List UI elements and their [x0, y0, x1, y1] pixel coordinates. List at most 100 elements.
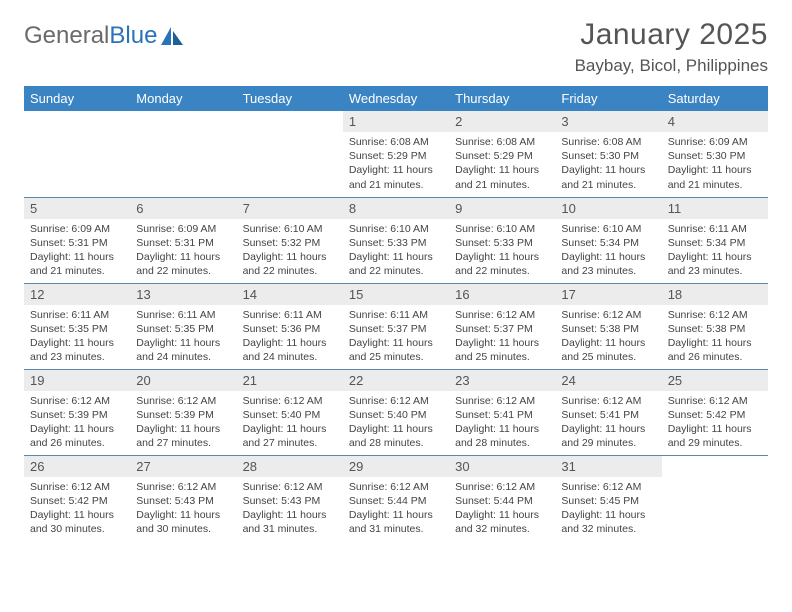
calendar-cell: 1Sunrise: 6:08 AMSunset: 5:29 PMDaylight… — [343, 111, 449, 197]
daylight-line: Daylight: 11 hours and 22 minutes. — [243, 250, 337, 278]
day-number: 24 — [555, 370, 661, 391]
sunset-line: Sunset: 5:39 PM — [30, 408, 124, 422]
day-header-row: SundayMondayTuesdayWednesdayThursdayFrid… — [24, 86, 768, 111]
calendar-week: 12Sunrise: 6:11 AMSunset: 5:35 PMDayligh… — [24, 283, 768, 369]
sunset-line: Sunset: 5:31 PM — [30, 236, 124, 250]
daylight-line: Daylight: 11 hours and 30 minutes. — [136, 508, 230, 536]
calendar-cell: 2Sunrise: 6:08 AMSunset: 5:29 PMDaylight… — [449, 111, 555, 197]
day-number: 1 — [343, 111, 449, 132]
day-number: 13 — [130, 284, 236, 305]
day-number: 3 — [555, 111, 661, 132]
calendar-cell: 21Sunrise: 6:12 AMSunset: 5:40 PMDayligh… — [237, 369, 343, 455]
calendar-week: 5Sunrise: 6:09 AMSunset: 5:31 PMDaylight… — [24, 197, 768, 283]
month-title: January 2025 — [575, 18, 768, 52]
sunrise-line: Sunrise: 6:11 AM — [30, 308, 124, 322]
calendar-week: 19Sunrise: 6:12 AMSunset: 5:39 PMDayligh… — [24, 369, 768, 455]
sunrise-line: Sunrise: 6:08 AM — [561, 135, 655, 149]
calendar-cell: 18Sunrise: 6:12 AMSunset: 5:38 PMDayligh… — [662, 283, 768, 369]
day-header: Sunday — [24, 86, 130, 111]
logo-text-blue: Blue — [109, 22, 157, 49]
calendar-cell: 22Sunrise: 6:12 AMSunset: 5:40 PMDayligh… — [343, 369, 449, 455]
day-number: 21 — [237, 370, 343, 391]
day-header: Tuesday — [237, 86, 343, 111]
sunrise-line: Sunrise: 6:12 AM — [561, 480, 655, 494]
calendar-cell: 31Sunrise: 6:12 AMSunset: 5:45 PMDayligh… — [555, 455, 661, 541]
sunset-line: Sunset: 5:30 PM — [668, 149, 762, 163]
daylight-line: Daylight: 11 hours and 29 minutes. — [561, 422, 655, 450]
day-number: 28 — [237, 456, 343, 477]
day-body: Sunrise: 6:08 AMSunset: 5:30 PMDaylight:… — [555, 132, 661, 196]
logo-sail-icon — [159, 25, 185, 47]
sunrise-line: Sunrise: 6:12 AM — [349, 394, 443, 408]
sunrise-line: Sunrise: 6:12 AM — [349, 480, 443, 494]
sunrise-line: Sunrise: 6:12 AM — [455, 308, 549, 322]
day-number: 27 — [130, 456, 236, 477]
day-body: Sunrise: 6:12 AMSunset: 5:37 PMDaylight:… — [449, 305, 555, 369]
daylight-line: Daylight: 11 hours and 21 minutes. — [349, 163, 443, 191]
day-number: 15 — [343, 284, 449, 305]
calendar-cell: 4Sunrise: 6:09 AMSunset: 5:30 PMDaylight… — [662, 111, 768, 197]
calendar-head: SundayMondayTuesdayWednesdayThursdayFrid… — [24, 86, 768, 111]
day-body: Sunrise: 6:12 AMSunset: 5:42 PMDaylight:… — [24, 477, 130, 541]
sunrise-line: Sunrise: 6:10 AM — [561, 222, 655, 236]
day-body: Sunrise: 6:12 AMSunset: 5:42 PMDaylight:… — [662, 391, 768, 455]
daylight-line: Daylight: 11 hours and 21 minutes. — [668, 163, 762, 191]
calendar-cell: 27Sunrise: 6:12 AMSunset: 5:43 PMDayligh… — [130, 455, 236, 541]
daylight-line: Daylight: 11 hours and 27 minutes. — [136, 422, 230, 450]
daylight-line: Daylight: 11 hours and 26 minutes. — [668, 336, 762, 364]
day-number: 30 — [449, 456, 555, 477]
calendar-cell: 19Sunrise: 6:12 AMSunset: 5:39 PMDayligh… — [24, 369, 130, 455]
calendar-week: ......1Sunrise: 6:08 AMSunset: 5:29 PMDa… — [24, 111, 768, 197]
day-number: 7 — [237, 198, 343, 219]
sunrise-line: Sunrise: 6:12 AM — [455, 480, 549, 494]
sunset-line: Sunset: 5:38 PM — [561, 322, 655, 336]
calendar-week: 26Sunrise: 6:12 AMSunset: 5:42 PMDayligh… — [24, 455, 768, 541]
calendar-cell: 11Sunrise: 6:11 AMSunset: 5:34 PMDayligh… — [662, 197, 768, 283]
sunset-line: Sunset: 5:40 PM — [243, 408, 337, 422]
calendar-page: GeneralBlue January 2025 Baybay, Bicol, … — [0, 0, 792, 541]
day-body: Sunrise: 6:12 AMSunset: 5:43 PMDaylight:… — [237, 477, 343, 541]
daylight-line: Daylight: 11 hours and 31 minutes. — [349, 508, 443, 536]
sunrise-line: Sunrise: 6:10 AM — [455, 222, 549, 236]
sunrise-line: Sunrise: 6:12 AM — [30, 394, 124, 408]
day-number: 25 — [662, 370, 768, 391]
sunrise-line: Sunrise: 6:09 AM — [668, 135, 762, 149]
day-body: Sunrise: 6:10 AMSunset: 5:34 PMDaylight:… — [555, 219, 661, 283]
day-body: Sunrise: 6:08 AMSunset: 5:29 PMDaylight:… — [449, 132, 555, 196]
calendar-cell: 5Sunrise: 6:09 AMSunset: 5:31 PMDaylight… — [24, 197, 130, 283]
sunset-line: Sunset: 5:33 PM — [455, 236, 549, 250]
calendar-cell: .. — [24, 111, 130, 197]
sunset-line: Sunset: 5:38 PM — [668, 322, 762, 336]
day-body: Sunrise: 6:12 AMSunset: 5:41 PMDaylight:… — [449, 391, 555, 455]
day-body: Sunrise: 6:10 AMSunset: 5:33 PMDaylight:… — [449, 219, 555, 283]
sunset-line: Sunset: 5:40 PM — [349, 408, 443, 422]
sunset-line: Sunset: 5:37 PM — [455, 322, 549, 336]
daylight-line: Daylight: 11 hours and 32 minutes. — [561, 508, 655, 536]
sunset-line: Sunset: 5:36 PM — [243, 322, 337, 336]
day-body: Sunrise: 6:12 AMSunset: 5:39 PMDaylight:… — [24, 391, 130, 455]
sunset-line: Sunset: 5:33 PM — [349, 236, 443, 250]
sunset-line: Sunset: 5:32 PM — [243, 236, 337, 250]
sunset-line: Sunset: 5:29 PM — [455, 149, 549, 163]
day-number: 12 — [24, 284, 130, 305]
calendar-cell: 9Sunrise: 6:10 AMSunset: 5:33 PMDaylight… — [449, 197, 555, 283]
calendar-cell: 30Sunrise: 6:12 AMSunset: 5:44 PMDayligh… — [449, 455, 555, 541]
sunrise-line: Sunrise: 6:09 AM — [30, 222, 124, 236]
sunrise-line: Sunrise: 6:08 AM — [349, 135, 443, 149]
daylight-line: Daylight: 11 hours and 26 minutes. — [30, 422, 124, 450]
sunset-line: Sunset: 5:43 PM — [243, 494, 337, 508]
day-body: Sunrise: 6:11 AMSunset: 5:34 PMDaylight:… — [662, 219, 768, 283]
sunrise-line: Sunrise: 6:10 AM — [349, 222, 443, 236]
daylight-line: Daylight: 11 hours and 22 minutes. — [349, 250, 443, 278]
sunrise-line: Sunrise: 6:09 AM — [136, 222, 230, 236]
daylight-line: Daylight: 11 hours and 29 minutes. — [668, 422, 762, 450]
day-number: 23 — [449, 370, 555, 391]
daylight-line: Daylight: 11 hours and 22 minutes. — [455, 250, 549, 278]
day-number: 16 — [449, 284, 555, 305]
day-number: 9 — [449, 198, 555, 219]
day-body: Sunrise: 6:12 AMSunset: 5:44 PMDaylight:… — [449, 477, 555, 541]
logo: GeneralBlue — [24, 18, 185, 50]
sunrise-line: Sunrise: 6:11 AM — [668, 222, 762, 236]
day-number: 10 — [555, 198, 661, 219]
daylight-line: Daylight: 11 hours and 25 minutes. — [455, 336, 549, 364]
